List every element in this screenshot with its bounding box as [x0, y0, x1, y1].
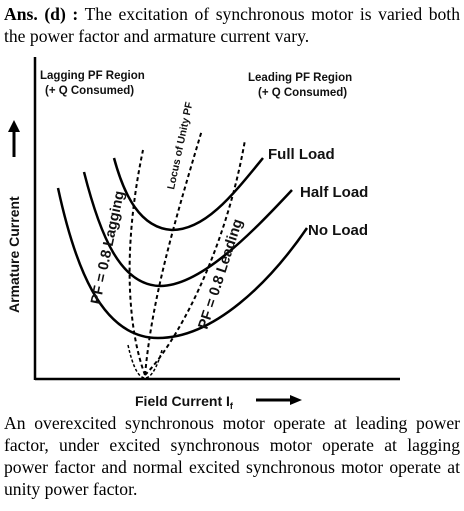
full-load-label: Full Load	[268, 146, 335, 163]
no-load-label: No Load	[308, 222, 368, 239]
leading-region-title: Leading PF Region	[248, 72, 352, 84]
answer-separator: :	[72, 4, 79, 24]
pf-lagging-locus	[128, 149, 146, 376]
answer-text: The excitation of synchronous motor is v…	[4, 4, 460, 46]
unity-pf-locus	[144, 129, 203, 376]
no-load-curve	[56, 187, 309, 340]
leading-region-subtitle: (+ Q Consumed)	[258, 87, 347, 99]
answer-label: Ans. (d)	[4, 4, 66, 24]
full-load-curve	[112, 157, 264, 232]
x-axis-arrow-icon	[256, 395, 302, 405]
y-axis-arrow-icon	[8, 120, 20, 157]
half-load-label: Half Load	[300, 184, 368, 201]
x-axis-subscript: f	[230, 401, 234, 411]
curve-vertex	[127, 344, 163, 379]
pf-leading-locus	[144, 139, 246, 376]
explanation-paragraph: An overexcited synchronous motor operate…	[4, 413, 460, 499]
y-axis-label: Armature Current	[6, 196, 22, 313]
half-load-curve	[82, 171, 293, 288]
lagging-region-subtitle: (+ Q Consumed)	[45, 85, 134, 97]
lagging-region-title: Lagging PF Region	[40, 70, 145, 82]
unity-pf-label: Locus of Unity PF	[165, 100, 195, 190]
x-axis-label: Field Current If	[135, 393, 234, 411]
answer-paragraph: Ans. (d) : The excitation of synchronous…	[4, 3, 460, 47]
